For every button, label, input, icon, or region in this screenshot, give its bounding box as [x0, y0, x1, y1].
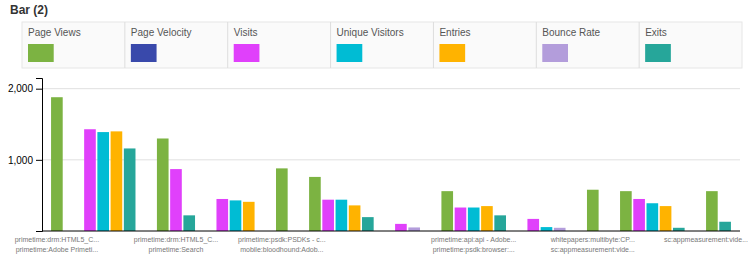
- legend-label: Bounce Rate: [542, 27, 600, 38]
- y-axis: 1,000 2,000: [8, 79, 43, 232]
- x-tick-label: primetime:drm:HTML5_C...: [15, 236, 99, 244]
- y-tick: 2,000: [8, 83, 42, 94]
- legend-divider: [536, 22, 537, 68]
- bar: [541, 227, 553, 231]
- x-tick-label: primetime:psdk:browser:...: [433, 246, 515, 254]
- legend-label: Page Velocity: [131, 27, 192, 38]
- plot: 1,000 2,000: [8, 79, 740, 232]
- bar: [660, 206, 672, 231]
- legend-divider: [639, 22, 640, 68]
- chart: Bar (2) Page Views Page Velocity Visits Uniq…: [0, 0, 750, 261]
- bar: [362, 217, 374, 231]
- legend-swatch: [645, 44, 671, 62]
- bar: [230, 200, 242, 231]
- bar: [111, 131, 123, 231]
- bar: [527, 219, 539, 231]
- grid-line: [42, 159, 740, 160]
- y-tick-mark: [36, 89, 42, 90]
- legend-background: [22, 22, 742, 68]
- legend-swatch: [234, 44, 260, 62]
- grid: [42, 89, 740, 160]
- bar: [51, 97, 63, 231]
- legend-label: Entries: [439, 27, 470, 38]
- title: Bar (2): [10, 3, 48, 17]
- legend-swatch: [131, 44, 157, 62]
- legend-label: Visits: [234, 27, 258, 38]
- y-tick-label: 2,000: [8, 83, 33, 94]
- bar: [647, 203, 659, 231]
- legend-swatch: [439, 44, 465, 62]
- bar: [183, 215, 195, 231]
- legend: Page Views Page Velocity Visits Unique Visi…: [22, 22, 742, 68]
- bar: [620, 191, 632, 231]
- bar: [587, 190, 599, 231]
- bar: [170, 169, 182, 231]
- bar: [706, 191, 718, 231]
- y-tick-label: 1,000: [8, 155, 33, 166]
- legend-swatch: [337, 44, 363, 62]
- y-tick-mark: [36, 160, 42, 161]
- bar: [395, 224, 407, 231]
- y-tick: 1,000: [8, 155, 42, 166]
- x-tick-label: primetime:drm:HTML5_C...: [134, 236, 218, 244]
- bar: [719, 222, 731, 231]
- bar: [97, 132, 109, 231]
- bar: [494, 215, 506, 231]
- x-tick-label: mobile:bloodhound:Adob...: [240, 246, 323, 253]
- legend-divider: [433, 22, 434, 68]
- y-axis-line: [36, 79, 43, 232]
- legend-swatch: [28, 44, 54, 62]
- legend-label: Page Views: [28, 27, 81, 38]
- bar: [349, 205, 361, 231]
- bar: [633, 199, 645, 231]
- x-tick-label: whitepapers:multibyte:CP...: [550, 236, 635, 244]
- x-axis-line: [42, 231, 740, 232]
- legend-label: Unique Visitors: [337, 27, 404, 38]
- bar: [336, 200, 348, 231]
- legend-divider: [330, 22, 331, 68]
- bar: [455, 208, 467, 231]
- bar: [84, 129, 96, 231]
- bar: [481, 206, 493, 231]
- x-labels: primetime:drm:HTML5_C... primetime:Adobe …: [15, 236, 748, 254]
- x-tick-label: primetime:Adobe Primeti...: [16, 246, 99, 254]
- grid-line: [42, 88, 740, 89]
- legend-swatch: [542, 44, 568, 62]
- bar: [309, 177, 321, 231]
- bars: [51, 97, 731, 231]
- x-tick-label: sc:appmeasurement:vide...: [664, 236, 748, 244]
- bar: [216, 199, 228, 231]
- x-tick-label: sc:appmeasurement:vide...: [551, 246, 635, 254]
- legend-divider: [227, 22, 228, 68]
- x-tick-label: primetime:Search: [149, 246, 204, 254]
- bar: [276, 168, 288, 231]
- bar: [243, 202, 255, 231]
- bar: [408, 227, 420, 231]
- x-tick-label: primetime:psdk:PSDKs - c...: [238, 236, 326, 244]
- bar: [322, 200, 334, 231]
- bar: [157, 138, 169, 231]
- bar: [468, 208, 480, 231]
- legend-divider: [124, 22, 125, 68]
- bar: [441, 191, 453, 231]
- legend-label: Exits: [645, 27, 667, 38]
- bar: [124, 148, 136, 231]
- x-tick-label: primetime:api:api - Adobe...: [431, 236, 516, 244]
